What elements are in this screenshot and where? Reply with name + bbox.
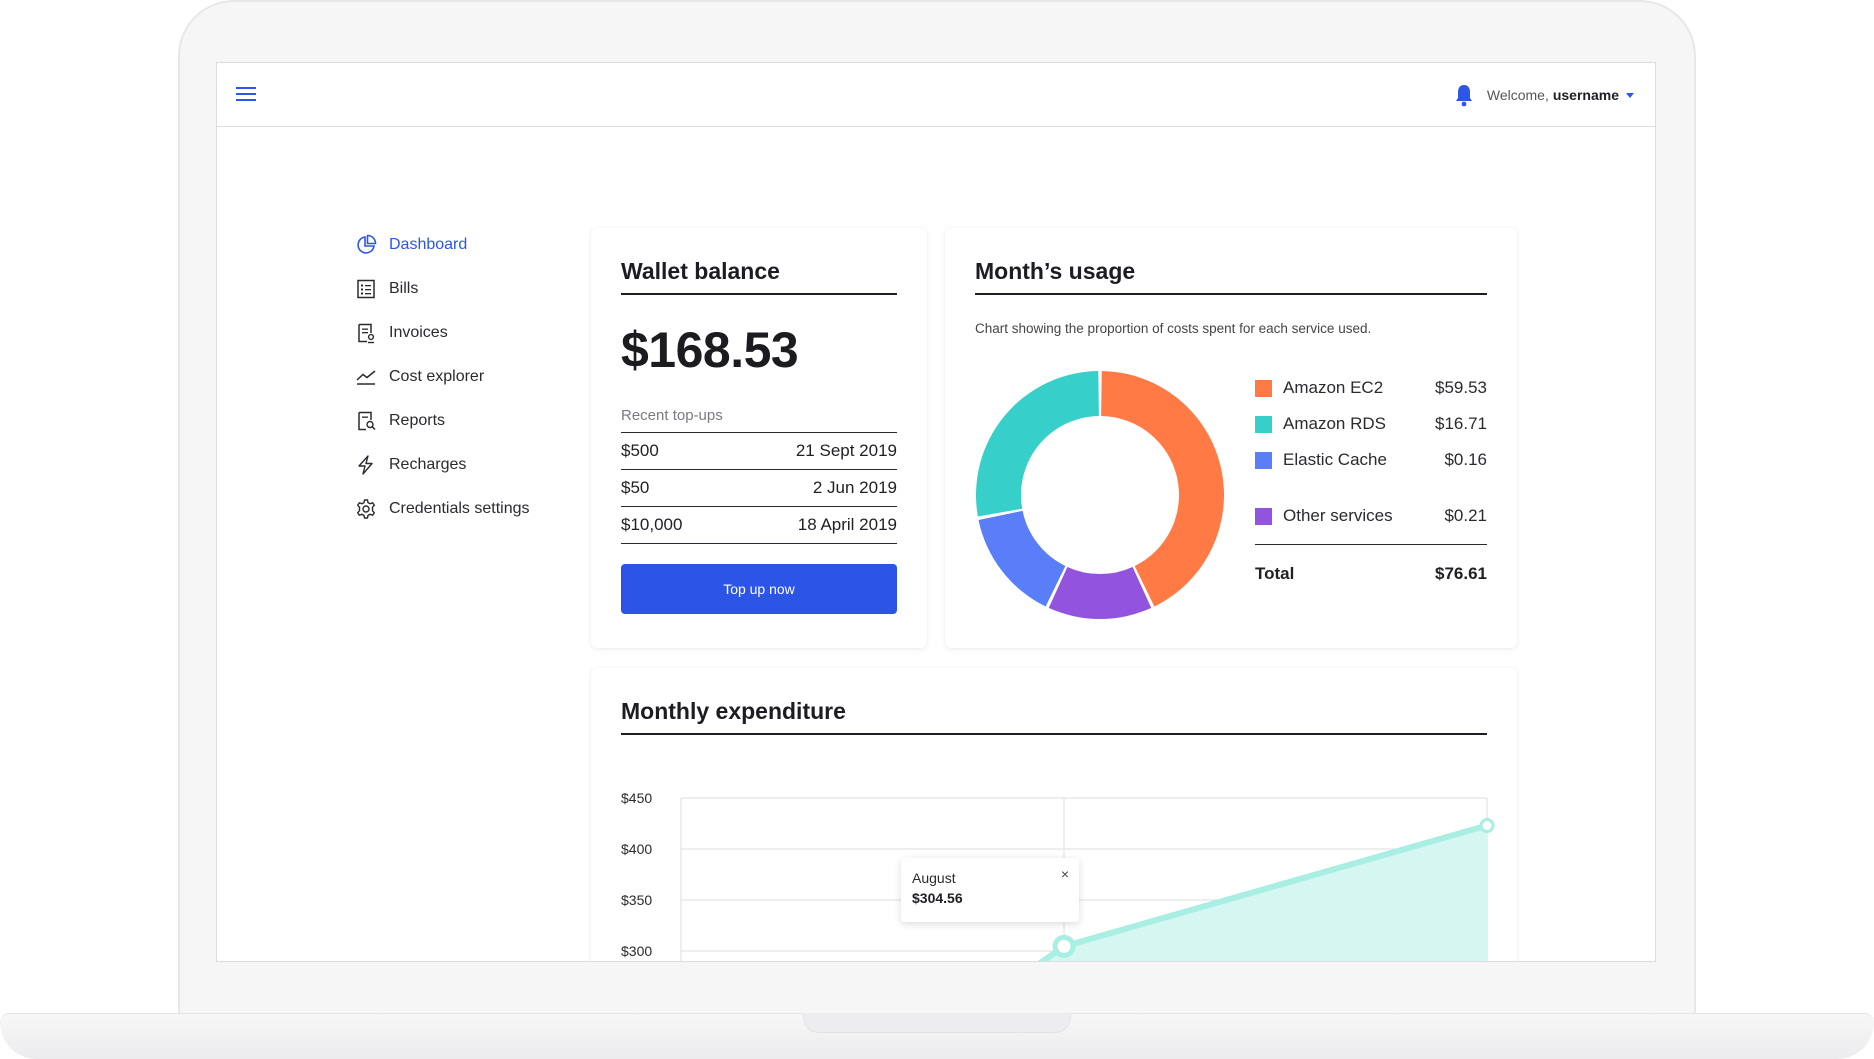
y-tick-label: $350: [621, 892, 652, 908]
y-tick-label: $450: [621, 790, 652, 806]
usage-description: Chart showing the proportion of costs sp…: [975, 321, 1372, 336]
expenditure-title: Monthly expenditure: [621, 698, 1487, 735]
legend-item-elastic-cache: Elastic Cache $0.16: [1255, 442, 1487, 478]
wallet-balance-card: Wallet balance $168.53 Recent top-ups $5…: [591, 228, 927, 648]
monthly-usage-card: Month’s usage Chart showing the proporti…: [945, 228, 1517, 648]
donut-slice-amazon-ec2[interactable]: [1101, 371, 1224, 607]
sidebar-item-bills[interactable]: Bills: [355, 267, 555, 311]
legend-item-other-services: Other services $0.21: [1255, 498, 1487, 534]
y-tick-label: $400: [621, 841, 652, 857]
wallet-title: Wallet balance: [621, 258, 897, 295]
screen: Welcome, username Dashboard Bills: [216, 62, 1656, 962]
sidebar-item-label: Reports: [389, 412, 446, 429]
legend-value: $0.16: [1444, 450, 1487, 469]
sidebar-item-label: Invoices: [389, 324, 448, 341]
topup-row: $500 21 Sept 2019: [621, 433, 897, 470]
sidebar-item-invoices[interactable]: Invoices: [355, 311, 555, 355]
sidebar-item-credentials-settings[interactable]: Credentials settings: [355, 487, 555, 531]
top-up-now-button[interactable]: Top up now: [621, 564, 897, 614]
legend-swatch: [1255, 415, 1272, 433]
legend-label: Elastic Cache: [1283, 450, 1387, 469]
total-label: Total: [1255, 563, 1295, 583]
topup-amount: $10,000: [621, 515, 683, 534]
laptop-notch: [803, 1013, 1071, 1033]
close-icon[interactable]: ×: [1060, 866, 1069, 882]
usage-legend: Amazon EC2 $59.53 Amazon RDS $16.71 Elas…: [1255, 370, 1487, 596]
tooltip-month: August: [912, 870, 956, 886]
sidebar-item-label: Credentials settings: [389, 500, 530, 517]
topup-date: 2 Jun 2019: [812, 478, 897, 497]
legend-value: $16.71: [1435, 414, 1487, 433]
sidebar-item-label: Bills: [389, 280, 419, 297]
topup-row: $10,000 18 April 2019: [621, 507, 897, 544]
topup-row: $50 2 Jun 2019: [621, 470, 897, 507]
usage-title: Month’s usage: [975, 258, 1487, 295]
pie-chart-icon: [357, 234, 377, 254]
total-value: $76.61: [1435, 563, 1487, 583]
list-document-icon: [357, 279, 375, 299]
legend-value: $0.21: [1444, 506, 1487, 525]
usage-donut-chart: [976, 371, 1224, 619]
expenditure-area-chart: $450 $400 $350 $300: [621, 790, 1495, 961]
data-point[interactable]: [1052, 934, 1076, 958]
recent-topups-label: Recent top-ups: [621, 407, 897, 433]
donut-slice-amazon-rds[interactable]: [976, 371, 1099, 517]
legend-label: Amazon EC2: [1283, 378, 1384, 397]
username-label[interactable]: username: [1552, 87, 1619, 103]
hamburger-menu-icon[interactable]: [235, 83, 257, 105]
bell-icon[interactable]: [1453, 83, 1475, 107]
donut-slice-other-services[interactable]: [1048, 566, 1152, 619]
legend-swatch: [1255, 451, 1272, 469]
report-search-icon: [358, 411, 376, 431]
legend-total-row: Total $76.61: [1255, 544, 1487, 596]
sidebar-item-label: Dashboard: [389, 236, 468, 253]
chart-tooltip: August $304.56 ×: [901, 858, 1079, 922]
legend-item-amazon-ec2: Amazon EC2 $59.53: [1255, 370, 1487, 406]
sidebar-nav: Dashboard Bills Invoices: [355, 223, 555, 531]
y-tick-label: $300: [621, 943, 652, 959]
sidebar-item-dashboard[interactable]: Dashboard: [355, 223, 555, 267]
user-area: Welcome, username: [1453, 81, 1635, 109]
gear-icon: [357, 499, 375, 519]
chevron-down-icon[interactable]: [1625, 90, 1635, 100]
wallet-balance-value: $168.53: [621, 322, 799, 378]
legend-label: Other services: [1283, 506, 1393, 525]
top-bar: Welcome, username: [217, 63, 1655, 127]
line-chart-icon: [356, 370, 376, 385]
tooltip-value: $304.56: [912, 890, 963, 906]
legend-swatch: [1255, 379, 1272, 397]
donut-slice-elastic-cache[interactable]: [978, 510, 1066, 607]
legend-swatch: [1255, 507, 1272, 525]
sidebar-item-reports[interactable]: Reports: [355, 399, 555, 443]
data-point[interactable]: [1479, 818, 1495, 834]
topup-amount: $50: [621, 478, 650, 497]
topup-amount: $500: [621, 441, 659, 460]
invoice-icon: [358, 323, 375, 344]
sidebar-item-cost-explorer[interactable]: Cost explorer: [355, 355, 555, 399]
topup-date: 18 April 2019: [797, 515, 897, 534]
topup-date: 21 Sept 2019: [795, 441, 897, 460]
legend-label: Amazon RDS: [1283, 414, 1386, 433]
legend-value: $59.53: [1435, 378, 1487, 397]
monthly-expenditure-card: Monthly expenditure $450 $400 $350 $300 Aug…: [591, 668, 1517, 961]
welcome-text: Welcome,: [1486, 87, 1549, 103]
legend-item-amazon-rds: Amazon RDS $16.71: [1255, 406, 1487, 442]
sidebar-item-label: Recharges: [389, 456, 467, 473]
sidebar-item-recharges[interactable]: Recharges: [355, 443, 555, 487]
sidebar-item-label: Cost explorer: [389, 368, 485, 385]
lightning-icon: [358, 455, 373, 475]
